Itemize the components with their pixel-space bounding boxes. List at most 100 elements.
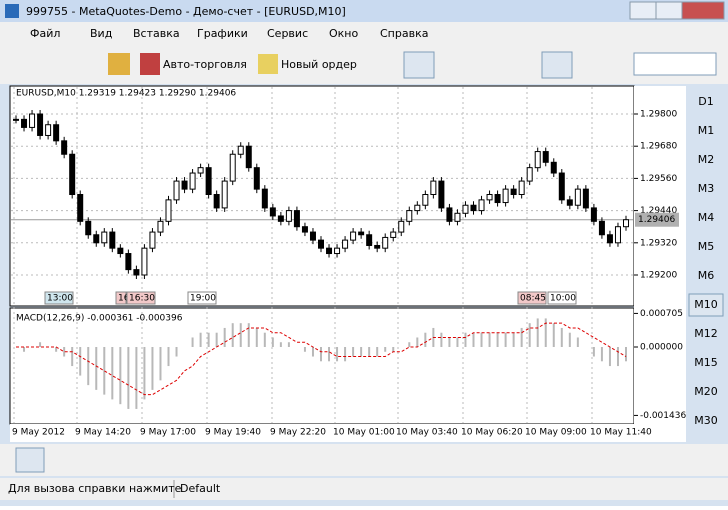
- timeframe-button[interactable]: M30: [694, 414, 718, 427]
- title-bar: [0, 0, 728, 22]
- candle: [342, 239, 349, 249]
- window-title: 999755 - MetaQuotes-Demo - Демо-счет - […: [26, 5, 346, 18]
- menu-item[interactable]: Окно: [329, 27, 358, 40]
- candle: [518, 180, 525, 195]
- time-marker-label: 10:00: [550, 294, 576, 304]
- menu-item[interactable]: Вид: [90, 27, 113, 40]
- app-icon: [5, 4, 19, 18]
- time-marker-label: 13:00: [47, 294, 73, 304]
- time-label: 9 May 14:20: [75, 428, 131, 438]
- candle: [550, 161, 557, 174]
- candle: [358, 231, 365, 236]
- icon-auto[interactable]: [140, 53, 160, 75]
- timeframe-button[interactable]: M5: [698, 240, 715, 253]
- timeframe-button[interactable]: M1: [698, 124, 715, 137]
- candle: [229, 153, 236, 182]
- candle: [542, 151, 549, 163]
- auto-trading-button[interactable]: Авто-торговля: [163, 58, 247, 71]
- macd-tick-label: 0.000000: [640, 343, 683, 353]
- macd-signal: [16, 322, 627, 396]
- candle: [61, 140, 68, 155]
- time-label: 10 May 09:00: [525, 428, 587, 438]
- candle: [614, 226, 621, 244]
- current-price-label: 1.29406: [638, 215, 675, 225]
- candle: [470, 204, 477, 212]
- candle: [301, 226, 308, 233]
- candle: [390, 231, 397, 238]
- candle: [13, 118, 19, 121]
- price-tick-label: 1.29560: [640, 174, 677, 184]
- minimize-button[interactable]: [629, 1, 657, 20]
- menu-item[interactable]: Сервис: [267, 27, 308, 40]
- candle: [69, 153, 76, 195]
- timeframe-button[interactable]: M15: [694, 356, 718, 369]
- price-tick-label: 1.29200: [640, 271, 677, 281]
- candles-button[interactable]: [403, 51, 435, 79]
- candle: [334, 247, 341, 255]
- menu-item[interactable]: Справка: [380, 27, 428, 40]
- current-price-box: [635, 212, 679, 227]
- candle: [109, 231, 116, 249]
- candle: [454, 212, 461, 222]
- time-label: 9 May 2012: [12, 428, 65, 438]
- candle: [398, 220, 405, 233]
- autoscroll-button[interactable]: [541, 51, 573, 79]
- maximize-button[interactable]: [655, 1, 683, 20]
- cursor-tool[interactable]: [15, 447, 45, 473]
- search-box[interactable]: [633, 52, 717, 76]
- menu-item[interactable]: Вставка: [133, 27, 180, 40]
- time-marker: [126, 291, 156, 305]
- timeframe-button[interactable]: D1: [698, 95, 713, 108]
- candle: [566, 199, 573, 206]
- timeframe-button[interactable]: M10: [694, 298, 718, 311]
- timeframe-button[interactable]: M20: [694, 385, 718, 398]
- candle: [293, 210, 300, 228]
- time-axis: [10, 424, 686, 442]
- candle: [422, 194, 429, 206]
- candle: [133, 269, 140, 276]
- timeframe-button[interactable]: M12: [694, 327, 718, 340]
- time-marker: [517, 291, 547, 305]
- timeframe-button[interactable]: M4: [698, 211, 715, 224]
- candle: [309, 231, 316, 241]
- icon-navigator[interactable]: [108, 53, 130, 75]
- candle: [149, 231, 156, 249]
- time-label: 10 May 03:40: [396, 428, 458, 438]
- candle: [478, 199, 485, 212]
- symbol-info: EURUSD,M10 1.29319 1.29423 1.29290 1.294…: [16, 89, 236, 99]
- candle: [430, 180, 437, 195]
- candle: [141, 247, 148, 276]
- status-hint: Для вызова справки нажмите: [8, 482, 182, 495]
- candle: [189, 172, 196, 190]
- time-marker: [115, 291, 127, 305]
- candle: [29, 113, 36, 128]
- menu-item[interactable]: Графики: [197, 27, 248, 40]
- price-tick-label: 1.29320: [640, 238, 677, 248]
- candle: [37, 113, 44, 136]
- icon-order[interactable]: [258, 54, 278, 74]
- candle: [590, 207, 597, 222]
- candle: [438, 180, 445, 209]
- candle: [374, 244, 381, 249]
- timeframe-button[interactable]: M3: [698, 182, 715, 195]
- candle: [261, 188, 268, 209]
- macd-label: MACD(12,26,9) -0.000361 -0.000396: [16, 314, 183, 324]
- timeframe-button[interactable]: M6: [698, 269, 715, 282]
- candle: [534, 151, 541, 169]
- candle: [125, 253, 132, 271]
- candle: [269, 207, 276, 217]
- close-button[interactable]: [681, 1, 725, 20]
- price-tick-label: 1.29440: [640, 206, 677, 216]
- timeframe-button[interactable]: M2: [698, 153, 715, 166]
- candle: [77, 194, 84, 222]
- menu-item[interactable]: Файл: [30, 27, 60, 40]
- new-order-button[interactable]: Новый ордер: [281, 58, 357, 71]
- candle: [510, 188, 517, 195]
- time-marker: [547, 291, 577, 305]
- candle: [277, 215, 284, 222]
- price-axis: [634, 86, 686, 424]
- time-marker: [44, 291, 74, 305]
- time-marker-label: 16: [118, 294, 130, 304]
- drawing-toolbar: [0, 444, 728, 476]
- candle: [53, 124, 60, 142]
